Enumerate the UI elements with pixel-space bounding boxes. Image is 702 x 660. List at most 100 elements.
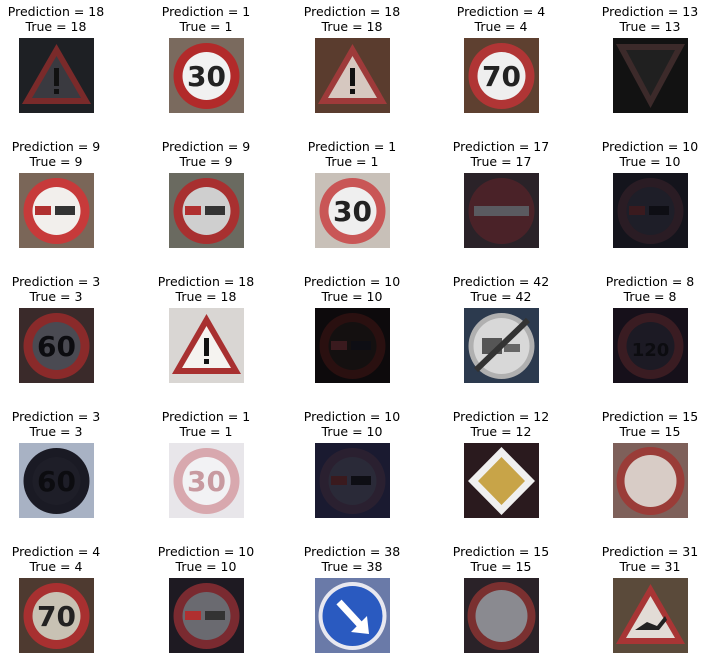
prediction-label: Prediction = 18 [7,4,105,19]
true-label: True = 1 [179,19,233,34]
grid-cell: Prediction = 1 True = 1 30 [136,0,276,120]
svg-text:30: 30 [333,195,372,228]
grid-cell: Prediction = 10 True = 10 [580,135,702,255]
traffic-sign-thumbnail [464,443,539,518]
prediction-label: Prediction = 12 [452,409,550,424]
true-label: True = 12 [470,424,532,439]
prediction-label: Prediction = 1 [161,409,251,424]
svg-text:30: 30 [187,60,226,93]
prediction-label: Prediction = 3 [11,274,101,289]
grid-cell: Prediction = 3 True = 3 60 [0,405,126,525]
prediction-label: Prediction = 38 [303,544,401,559]
grid-cell: Prediction = 10 True = 10 [282,270,422,390]
traffic-sign-thumbnail [315,308,390,383]
traffic-sign-thumbnail: 120 [613,308,688,383]
grid-cell: Prediction = 10 True = 10 [282,405,422,525]
traffic-sign-thumbnail [315,38,390,113]
traffic-sign-thumbnail [169,578,244,653]
true-label: True = 10 [175,559,237,574]
traffic-sign-thumbnail [169,308,244,383]
prediction-label: Prediction = 42 [452,274,550,289]
true-label: True = 10 [619,154,681,169]
grid-cell: Prediction = 31 True = 31 [580,540,702,660]
traffic-sign-thumbnail [464,308,539,383]
grid-cell: Prediction = 15 True = 15 [431,540,571,660]
grid-cell: Prediction = 18 True = 18 [282,0,422,120]
true-label: True = 17 [470,154,532,169]
traffic-sign-thumbnail: 30 [315,173,390,248]
traffic-sign-thumbnail: 30 [169,443,244,518]
grid-cell: Prediction = 1 True = 1 30 [282,135,422,255]
true-label: True = 3 [29,424,83,439]
true-label: True = 3 [29,289,83,304]
prediction-label: Prediction = 1 [161,4,251,19]
traffic-sign-thumbnail [613,578,688,653]
grid-cell: Prediction = 12 True = 12 [431,405,571,525]
true-label: True = 42 [470,289,532,304]
traffic-sign-thumbnail: 70 [19,578,94,653]
prediction-label: Prediction = 8 [605,274,695,289]
traffic-sign-thumbnail: 30 [169,38,244,113]
prediction-label: Prediction = 1 [307,139,397,154]
grid-cell: Prediction = 38 True = 38 [282,540,422,660]
true-label: True = 38 [321,559,383,574]
true-label: True = 10 [321,424,383,439]
svg-text:60: 60 [37,465,76,498]
grid-cell: Prediction = 42 True = 42 [431,270,571,390]
prediction-label: Prediction = 10 [303,274,401,289]
prediction-label: Prediction = 4 [456,4,546,19]
prediction-label: Prediction = 18 [303,4,401,19]
true-label: True = 4 [29,559,83,574]
grid-cell: Prediction = 18 True = 18 [136,270,276,390]
prediction-label: Prediction = 4 [11,544,101,559]
traffic-sign-thumbnail [613,173,688,248]
traffic-sign-thumbnail: 70 [464,38,539,113]
true-label: True = 31 [619,559,681,574]
true-label: True = 18 [25,19,87,34]
traffic-sign-thumbnail [169,173,244,248]
true-label: True = 9 [179,154,233,169]
traffic-sign-thumbnail [315,578,390,653]
true-label: True = 18 [175,289,237,304]
svg-text:30: 30 [187,465,226,498]
grid-cell: Prediction = 18 True = 18 [0,0,126,120]
grid-cell: Prediction = 3 True = 3 60 [0,270,126,390]
true-label: True = 15 [470,559,532,574]
traffic-sign-thumbnail [613,443,688,518]
svg-text:120: 120 [632,340,670,361]
grid-cell: Prediction = 9 True = 9 [0,135,126,255]
prediction-label: Prediction = 9 [161,139,251,154]
true-label: True = 18 [321,19,383,34]
svg-text:70: 70 [37,600,76,633]
traffic-sign-thumbnail [464,578,539,653]
prediction-label: Prediction = 13 [601,4,699,19]
prediction-label: Prediction = 10 [303,409,401,424]
grid-cell: Prediction = 17 True = 17 [431,135,571,255]
traffic-sign-thumbnail: 60 [19,308,94,383]
prediction-label: Prediction = 15 [601,409,699,424]
prediction-label: Prediction = 3 [11,409,101,424]
prediction-label: Prediction = 18 [157,274,255,289]
prediction-label: Prediction = 17 [452,139,550,154]
true-label: True = 1 [179,424,233,439]
traffic-sign-thumbnail [315,443,390,518]
grid-cell: Prediction = 1 True = 1 30 [136,405,276,525]
prediction-label: Prediction = 15 [452,544,550,559]
true-label: True = 15 [619,424,681,439]
true-label: True = 10 [321,289,383,304]
prediction-label: Prediction = 10 [157,544,255,559]
grid-cell: Prediction = 10 True = 10 [136,540,276,660]
prediction-label: Prediction = 10 [601,139,699,154]
true-label: True = 1 [325,154,379,169]
true-label: True = 8 [623,289,677,304]
grid-cell: Prediction = 4 True = 4 70 [0,540,126,660]
true-label: True = 13 [619,19,681,34]
traffic-sign-thumbnail: 60 [19,443,94,518]
grid-cell: Prediction = 9 True = 9 [136,135,276,255]
true-label: True = 4 [474,19,528,34]
svg-text:70: 70 [482,60,521,93]
grid-cell: Prediction = 15 True = 15 [580,405,702,525]
traffic-sign-thumbnail [19,173,94,248]
traffic-sign-thumbnail [464,173,539,248]
